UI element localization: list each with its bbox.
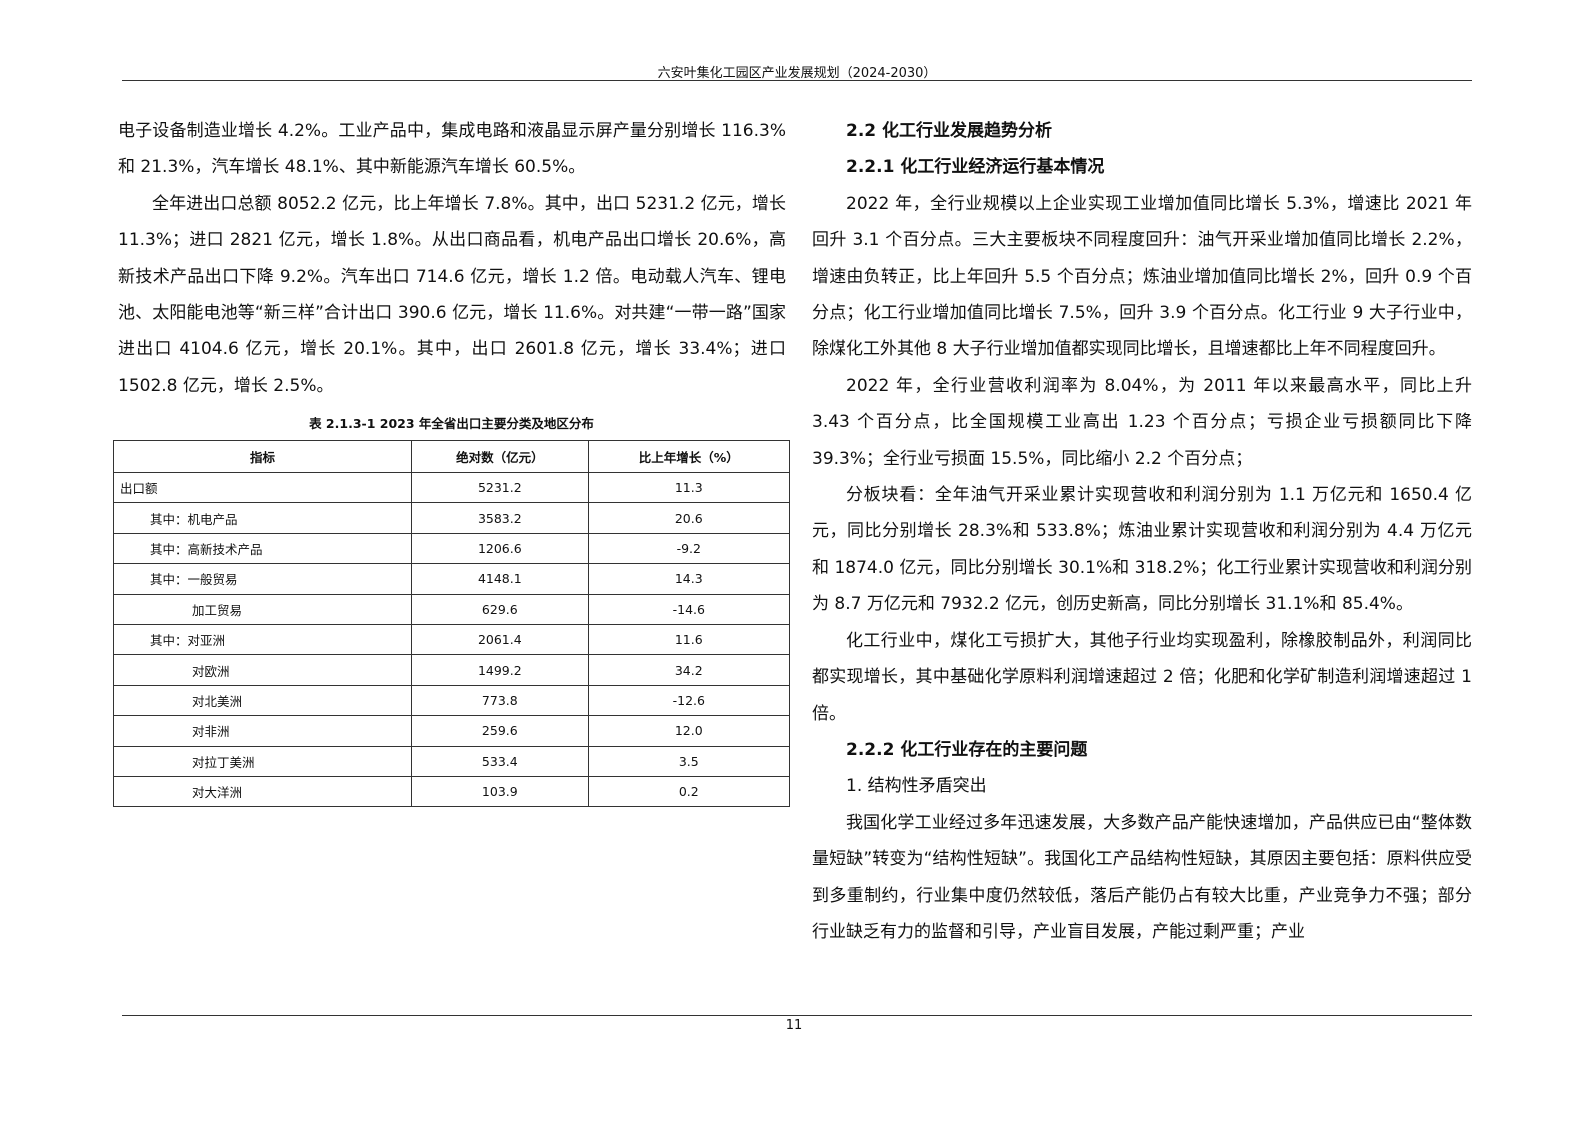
row-label: 对大洋洲: [112, 775, 413, 808]
table-cell: 1499.2: [411, 654, 589, 686]
table-cell: 3583.2: [411, 502, 589, 534]
section-heading: 2.2 化工行业发展趋势分析: [846, 121, 1053, 141]
table-cell: 4148.1: [411, 563, 589, 595]
column-header: 绝对数（亿元）: [411, 440, 589, 473]
header-rule: [122, 80, 1472, 81]
table-cell: 11.3: [587, 471, 791, 504]
row-label: 其中：一般贸易: [112, 563, 413, 595]
table-cell: 0.2: [587, 775, 791, 808]
subheading: 1. 结构性矛盾突出: [846, 776, 987, 797]
table-cell: 14.3: [587, 563, 791, 595]
row-label: 对北美洲: [112, 684, 413, 717]
table-cell: 629.6: [411, 593, 589, 625]
table-caption: 表 2.1.3-1 2023 年全省出口主要分类及地区分布: [309, 416, 594, 431]
row-label: 其中：高新技术产品: [112, 532, 413, 565]
paragraph: 我国化学工业经过多年迅速发展，大多数产品产能快速增加，产品供应已由“整体数量短缺…: [812, 812, 1472, 942]
row-label: 对拉丁美洲: [112, 745, 413, 777]
table-row: 加工贸易 629.6 -14.6: [112, 593, 791, 625]
table-cell: -14.6: [587, 593, 791, 625]
paragraph: 2022 年，全行业营收利润率为 8.04%，为 2011 年以来最高水平，同比…: [812, 375, 1472, 469]
table-cell: 103.9: [411, 775, 589, 808]
table-cell: 12.0: [587, 715, 791, 747]
header-title: 六安叶集化工园区产业发展规划（2024-2030）: [657, 66, 937, 81]
section-heading: 2.2.2 化工行业存在的主要问题: [846, 739, 1088, 760]
table-cell: 2061.4: [411, 623, 589, 656]
table-cell: 34.2: [587, 654, 791, 686]
table-cell: -9.2: [587, 532, 791, 565]
table-cell: 1206.6: [411, 532, 589, 565]
table-row: 其中：高新技术产品 1206.6 -9.2: [112, 532, 791, 565]
table-row: 对大洋洲 103.9 0.2: [112, 775, 791, 808]
paragraph: 化工行业中，煤化工亏损扩大，其他子行业均实现盈利，除橡胶制品外，利润同比都实现增…: [812, 630, 1472, 724]
table-cell: 20.6: [587, 502, 791, 534]
table-cell: 533.4: [411, 745, 589, 777]
table-row: 对欧洲 1499.2 34.2: [112, 654, 791, 686]
paragraph: 2022 年，全行业规模以上企业实现工业增加值同比增长 5.3%，增速比 202…: [812, 193, 1472, 360]
row-label: 对欧洲: [112, 654, 413, 686]
row-label: 出口额: [112, 471, 413, 504]
table-row: 出口额 5231.2 11.3: [112, 471, 791, 504]
data-table: 指标 绝对数（亿元） 比上年增长（%） 出口额 5231.2 11.3 其中：机电产品 358…: [112, 440, 791, 808]
page-number: 11: [785, 1018, 803, 1033]
row-label: 加工贸易: [112, 593, 413, 625]
column-header: 指标: [112, 440, 413, 473]
table-cell: -12.6: [587, 684, 791, 717]
row-label: 其中：机电产品: [112, 502, 413, 534]
footer-rule: [122, 1015, 1472, 1016]
table-cell: 773.8: [411, 684, 589, 717]
table-row: 其中：机电产品 3583.2 20.6: [112, 502, 791, 534]
row-label: 其中：对亚洲: [112, 623, 413, 656]
section-heading: 2.2.1 化工行业经济运行基本情况: [846, 157, 1105, 178]
paragraph: 分板块看：全年油气开采业累计实现营收和利润分别为 1.1 万亿元和 1650.4…: [812, 485, 1472, 615]
row-label: 对非洲: [112, 715, 413, 747]
table-row: 其中：一般贸易 4148.1 14.3: [112, 563, 791, 595]
left-column: 电子设备制造业增长 4.2%。工业产品中，集成电路和液晶显示屏产量分别增长 11…: [118, 113, 786, 404]
table-row: 对拉丁美洲 533.4 3.5: [112, 745, 791, 777]
paragraph: 电子设备制造业增长 4.2%。工业产品中，集成电路和液晶显示屏产量分别增长 11…: [118, 121, 786, 178]
column-header: 比上年增长（%）: [587, 440, 791, 473]
table-row: 对北美洲 773.8 -12.6: [112, 684, 791, 717]
table-cell: 11.6: [587, 623, 791, 656]
table-row: 其中：对亚洲 2061.4 11.6: [112, 623, 791, 656]
table-cell: 3.5: [587, 745, 791, 777]
right-column: 2.2 化工行业发展趋势分析 2.2.1 化工行业经济运行基本情况 2022 年…: [812, 113, 1472, 950]
paragraph: 全年进出口总额 8052.2 亿元，比上年增长 7.8%。其中，出口 5231.…: [118, 193, 786, 396]
table-cell: 5231.2: [411, 471, 589, 504]
table-cell: 259.6: [411, 715, 589, 747]
table-header: 指标 绝对数（亿元） 比上年增长（%）: [112, 440, 791, 473]
table-row: 对非洲 259.6 12.0: [112, 715, 791, 747]
